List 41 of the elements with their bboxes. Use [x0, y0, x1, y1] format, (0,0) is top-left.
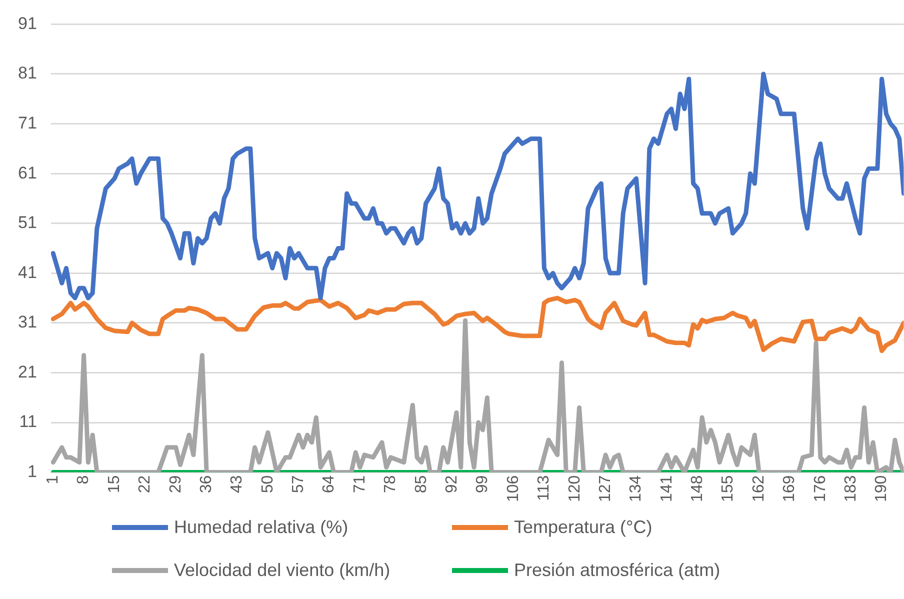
x-tick-label: 176	[812, 475, 829, 502]
x-tick-label: 57	[290, 475, 308, 494]
x-tick-label: 36	[198, 475, 215, 494]
y-tick-label: 71	[18, 113, 37, 132]
x-tick-label: 155	[720, 475, 737, 502]
y-tick-label: 81	[18, 64, 37, 83]
legend-label: Presión atmosférica (atm)	[514, 560, 720, 581]
x-tick-label: 15	[106, 475, 123, 494]
x-tick-label: 120	[566, 475, 584, 502]
y-tick-label: 21	[18, 362, 37, 382]
x-tick-label: 190	[873, 475, 890, 502]
x-tick-label: 1	[44, 475, 62, 484]
x-tick-label: 183	[842, 475, 860, 502]
legend-label: Velocidad del viento (km/h)	[174, 560, 390, 581]
x-tick-label: 141	[658, 475, 676, 502]
x-tick-label: 134	[628, 475, 645, 502]
x-tick-label: 169	[781, 475, 798, 502]
x-tick-label: 127	[596, 475, 614, 502]
y-tick-label: 61	[18, 163, 37, 182]
x-tick-label: 43	[228, 475, 246, 494]
x-tick-label: 71	[351, 475, 368, 494]
x-tick-label: 106	[504, 475, 522, 502]
x-tick-label: 99	[474, 475, 492, 494]
legend-label: Temperatura (°C)	[514, 517, 652, 538]
x-tick-label: 113	[536, 475, 553, 501]
y-tick-label: 51	[18, 213, 37, 232]
x-tick-label: 29	[167, 475, 184, 494]
y-tick-label: 41	[18, 262, 37, 282]
x-tick-label: 92	[444, 475, 461, 494]
x-tick-label: 162	[750, 475, 768, 502]
y-tick-label: 31	[18, 312, 37, 332]
x-tick-label: 64	[320, 475, 338, 494]
legend-label: Humedad relativa (%)	[174, 517, 348, 538]
x-tick-label: 78	[382, 475, 400, 494]
y-tick-label: 91	[18, 14, 37, 33]
x-tick-label: 85	[412, 475, 430, 494]
x-tick-label: 22	[136, 475, 154, 494]
x-tick-label: 50	[259, 475, 276, 494]
x-tick-label: 148	[689, 475, 706, 502]
x-tick-label: 8	[75, 475, 92, 484]
y-tick-label: 11	[19, 412, 37, 432]
